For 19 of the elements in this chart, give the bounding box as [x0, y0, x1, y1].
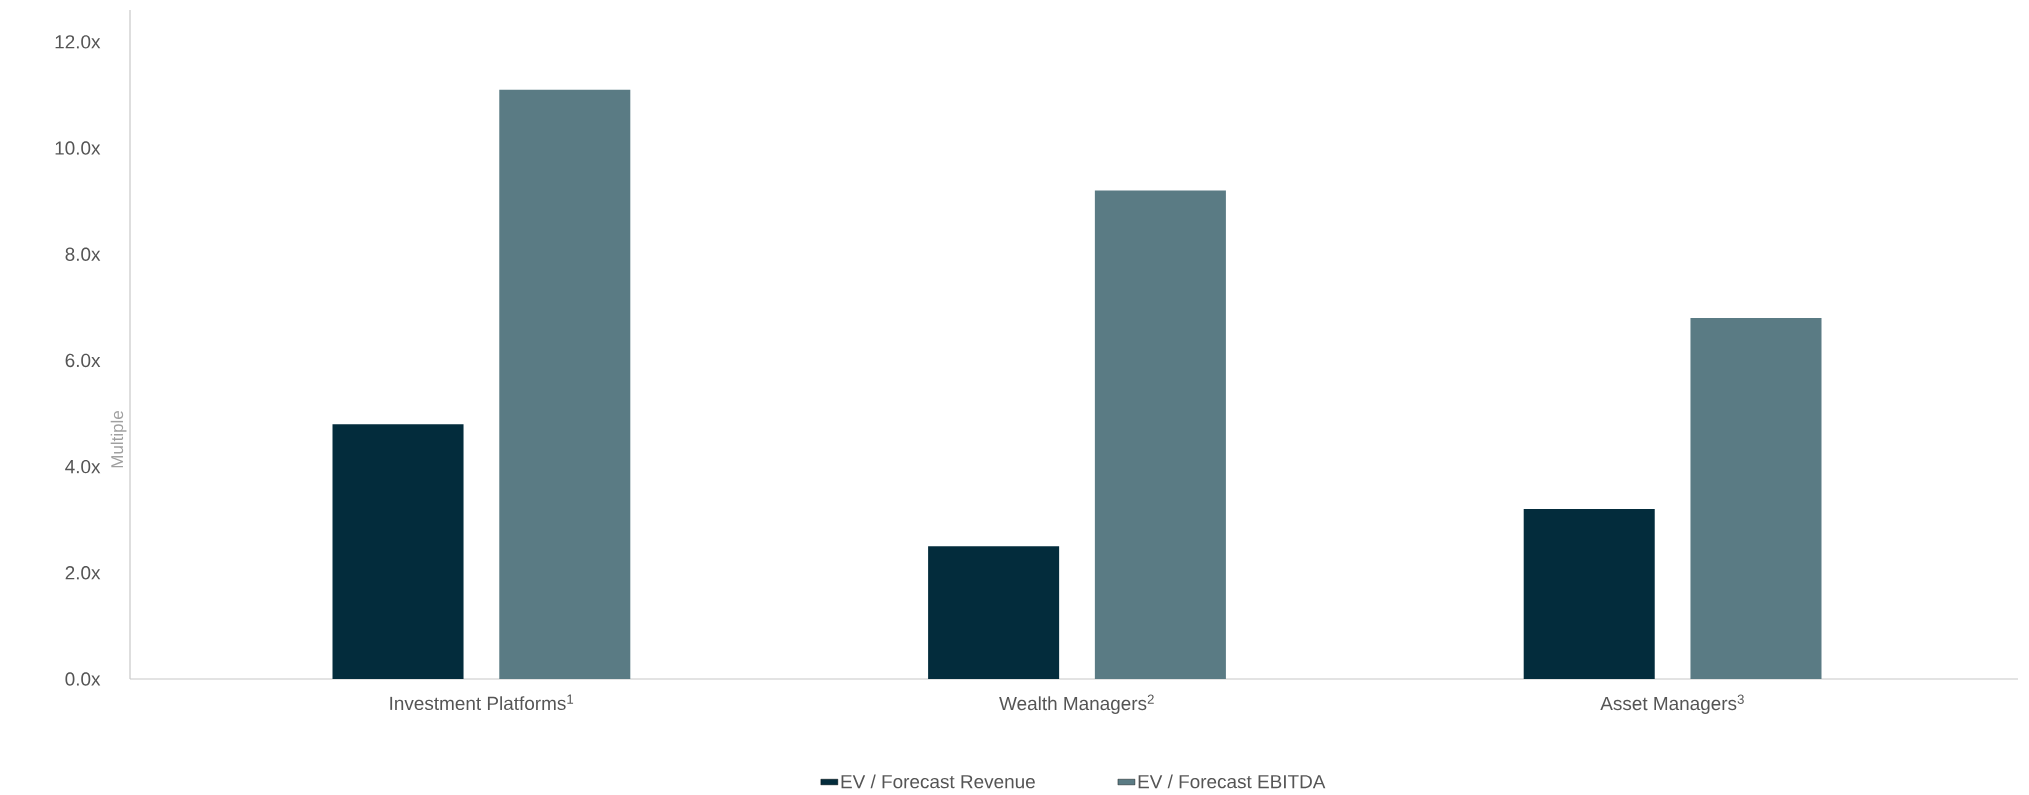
y-tick-label: 2.0x [65, 566, 101, 580]
y-tick-label: 6.0x [65, 353, 101, 368]
legend-label: EV / Forecast EBITDA [1138, 774, 1326, 789]
bar [499, 89, 631, 679]
bar [1094, 190, 1226, 679]
y-tick-label: 12.0x [55, 35, 101, 49]
y-tick-label: 4.0x [65, 459, 101, 474]
y-tick-label: 10.0x [55, 141, 101, 155]
legend-label: EV / Forecast Revenue [841, 774, 1035, 789]
x-tick-label: Investment Platforms$^{1}$ [390, 694, 574, 711]
y-axis-title: Multiple [110, 411, 127, 468]
bar [332, 424, 464, 679]
y-tick-label: 8.0x [65, 247, 101, 261]
x-tick-label: Asset Managers$^{3}$ [1600, 694, 1744, 714]
y-tick-label: 0.0x [65, 672, 101, 686]
x-tick-label: Wealth Managers$^{2}$ [999, 694, 1154, 714]
bar [928, 546, 1060, 679]
bar [1523, 509, 1655, 679]
bar [1690, 317, 1822, 679]
